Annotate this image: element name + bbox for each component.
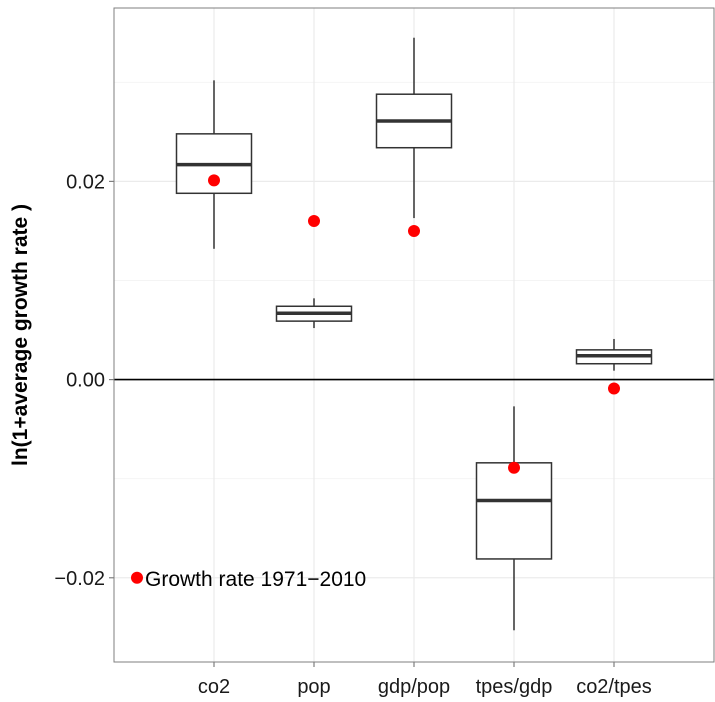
x-tick-label: co2/tpes [576,676,652,698]
box-tpes-gdp [475,406,553,631]
y-axis-ticks: −0.02 0.00 0.02 [54,171,114,590]
y-axis-title: ln(1+average growth rate ) [9,204,32,466]
legend-marker [131,571,143,584]
legend-label: Growth rate 1971−2010 [145,568,366,591]
y-tick-label: 0.00 [66,370,105,392]
point-co2 [208,174,220,187]
x-tick-label: tpes/gdp [476,676,553,698]
y-tick-label: −0.02 [54,568,105,590]
y-tick-label: 0.02 [66,171,105,193]
point-co2-tpes [608,382,620,395]
x-tick-label: gdp/pop [378,676,450,698]
growth-rate-points [208,174,620,474]
point-tpes-gdp [508,461,520,474]
box-body [475,462,553,560]
box-gdp-pop [375,37,453,219]
x-tick-label: pop [297,676,330,698]
box-co2-tpes [575,338,653,371]
box-pop [275,298,353,329]
point-pop [308,215,320,228]
legend: Growth rate 1971−2010 [131,568,366,591]
point-gdp-pop [408,224,420,237]
x-tick-label: co2 [198,676,230,698]
x-axis-ticks: co2 pop gdp/pop tpes/gdp co2/tpes [198,662,652,698]
box-series [175,37,653,631]
box-co2 [175,80,253,249]
